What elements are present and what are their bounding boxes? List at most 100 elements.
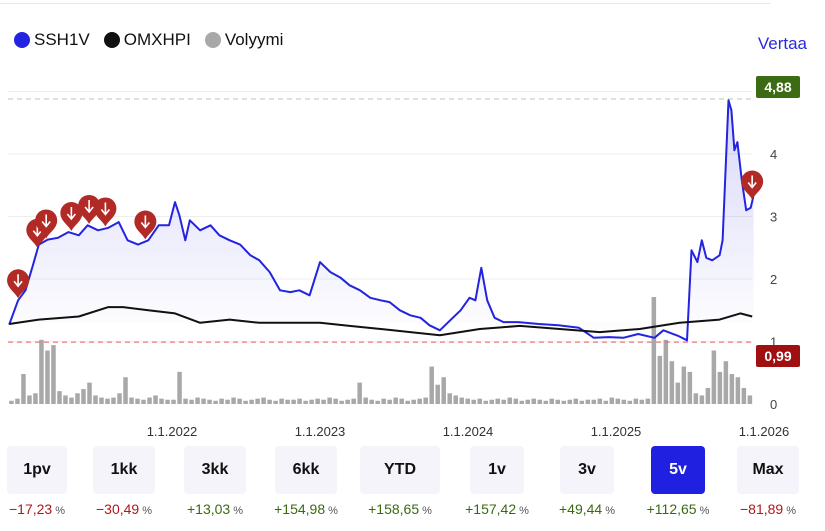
volume-bar bbox=[327, 397, 332, 404]
volume-bar bbox=[309, 399, 314, 404]
legend-label: SSH1V bbox=[34, 30, 90, 49]
volume-bar bbox=[225, 399, 230, 404]
range-change: +157,42% bbox=[465, 501, 529, 517]
volume-bar bbox=[105, 398, 110, 404]
volume-bar bbox=[363, 397, 368, 404]
volume-bar bbox=[471, 399, 476, 404]
volume-bar bbox=[315, 398, 320, 404]
dividend-marker-icon[interactable] bbox=[78, 194, 101, 224]
range-button-1pv[interactable]: 1pv bbox=[7, 446, 67, 494]
volume-bar bbox=[537, 399, 543, 404]
volume-bar bbox=[561, 400, 567, 404]
arrow-down-icon bbox=[84, 199, 94, 214]
volume-bar bbox=[297, 398, 302, 404]
dividend-marker-icon[interactable] bbox=[7, 269, 30, 299]
dividend-marker-icon[interactable] bbox=[741, 170, 764, 200]
volume-bar bbox=[87, 382, 92, 404]
volume-bar bbox=[747, 395, 753, 404]
volume-bar bbox=[489, 399, 494, 404]
price-chart[interactable]: 0 1 2 3 4 1.1.2022 1.1.2023 1.1.2024 1.1.2025 1.1… bbox=[0, 0, 825, 440]
volume-bar bbox=[123, 377, 128, 404]
range-button-3v[interactable]: 3v bbox=[560, 446, 614, 494]
volume-bar bbox=[321, 399, 326, 404]
volume-bar bbox=[339, 400, 344, 404]
volume-bar bbox=[333, 398, 338, 404]
change-value: −81,89 bbox=[740, 501, 784, 517]
dividend-marker-icon[interactable] bbox=[94, 197, 117, 227]
volume-bar bbox=[129, 397, 134, 404]
percent-unit: % bbox=[422, 505, 432, 517]
volume-bar bbox=[183, 398, 188, 404]
volume-bar bbox=[369, 399, 374, 404]
volume-bar bbox=[213, 400, 218, 404]
range-button-6kk[interactable]: 6kk bbox=[275, 446, 337, 494]
dividend-marker-icon[interactable] bbox=[60, 202, 83, 232]
y-tick-label: 2 bbox=[770, 272, 777, 287]
volume-bar bbox=[723, 361, 729, 404]
volume-bar bbox=[549, 398, 555, 404]
y-tick-label: 4 bbox=[770, 147, 777, 162]
volume-bar bbox=[717, 371, 723, 404]
volume-bar bbox=[351, 398, 356, 404]
volume-bar bbox=[441, 377, 446, 404]
volume-bar bbox=[387, 399, 392, 404]
change-value: +158,65 bbox=[368, 501, 420, 517]
volume-bar bbox=[609, 397, 615, 404]
legend-omxhpi[interactable]: OMXHPI bbox=[103, 30, 191, 50]
volume-bar bbox=[573, 398, 579, 404]
volume-bar bbox=[705, 387, 711, 404]
volume-bar bbox=[21, 374, 26, 404]
volume-bar bbox=[411, 399, 416, 404]
legend-dot-icon bbox=[103, 32, 120, 48]
volume-bar bbox=[381, 398, 386, 404]
volume-bar bbox=[261, 397, 266, 404]
volume-bar bbox=[165, 399, 170, 404]
range-button-5v[interactable]: 5v bbox=[651, 446, 705, 494]
legend-label: Volyymi bbox=[224, 30, 284, 49]
range-button-1v[interactable]: 1v bbox=[470, 446, 524, 494]
change-value: +154,98 bbox=[274, 501, 326, 517]
volume-bar bbox=[99, 397, 104, 404]
range-button-max[interactable]: Max bbox=[737, 446, 799, 494]
arrow-down-icon bbox=[41, 214, 51, 228]
volume-bar bbox=[345, 399, 350, 404]
volume-bar bbox=[303, 400, 308, 404]
volume-bar bbox=[675, 382, 681, 404]
volume-bar bbox=[681, 366, 687, 404]
volume-bar bbox=[627, 400, 633, 404]
volume-bar bbox=[645, 398, 651, 404]
volume-bar bbox=[693, 393, 699, 404]
volume-bar bbox=[195, 397, 200, 404]
y-tick-label: 1 bbox=[770, 335, 777, 350]
range-change: −30,49% bbox=[96, 501, 152, 517]
change-value: +49,44 bbox=[559, 501, 603, 517]
range-button-3kk[interactable]: 3kk bbox=[184, 446, 246, 494]
volume-bar bbox=[735, 377, 741, 404]
dividend-marker-icon[interactable] bbox=[134, 210, 157, 240]
omxhpi-line bbox=[9, 306, 753, 337]
volume-bar bbox=[459, 397, 464, 404]
legend-volume[interactable]: Volyymi bbox=[204, 30, 284, 50]
volume-bar bbox=[603, 400, 609, 404]
dividend-marker-icon[interactable] bbox=[35, 209, 58, 239]
volume-bar bbox=[741, 387, 747, 404]
ssh1v-area bbox=[9, 100, 754, 341]
volume-bar bbox=[33, 393, 38, 404]
arrow-down-icon bbox=[747, 175, 757, 189]
volume-bar bbox=[651, 297, 657, 404]
volume-bar bbox=[201, 398, 206, 404]
compare-button[interactable]: Vertaa bbox=[757, 34, 807, 53]
low-value-badge bbox=[756, 345, 800, 367]
x-tick-label: 1.1.2024 bbox=[443, 424, 494, 439]
high-value-badge bbox=[756, 76, 800, 98]
range-change: −81,89% bbox=[740, 501, 796, 517]
legend-ssh1v[interactable]: SSH1V bbox=[14, 30, 90, 50]
volume-bar bbox=[699, 395, 705, 404]
volume-bar bbox=[135, 398, 140, 404]
y-tick-label: 0 bbox=[770, 397, 777, 412]
range-button-1kk[interactable]: 1kk bbox=[93, 446, 155, 494]
volume-bar bbox=[243, 400, 248, 404]
ssh1v-line bbox=[8, 99, 755, 342]
range-button-ytd[interactable]: YTD bbox=[360, 446, 440, 494]
volume-bar bbox=[399, 398, 404, 404]
